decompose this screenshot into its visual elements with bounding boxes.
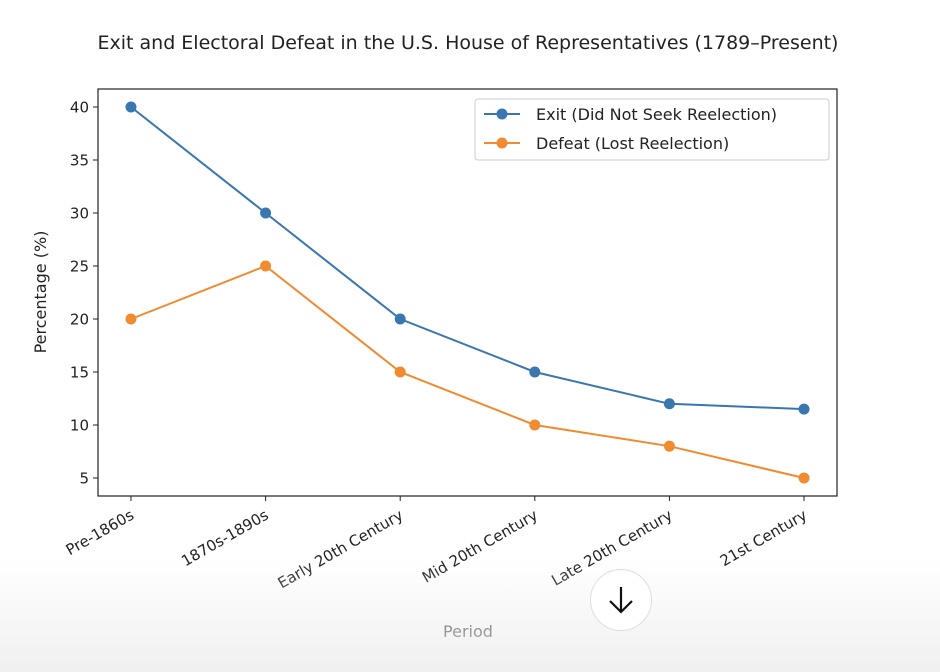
x-tick-label: Pre-1860s — [63, 506, 137, 559]
y-axis-label: Percentage (%) — [31, 231, 50, 354]
data-point — [798, 403, 810, 415]
y-tick-label: 30 — [70, 205, 89, 223]
y-tick-label: 40 — [70, 99, 89, 117]
legend-label: Exit (Did Not Seek Reelection) — [536, 105, 777, 124]
x-tick-label: 21st Century — [717, 506, 810, 570]
data-point — [260, 207, 272, 219]
legend-box — [474, 98, 830, 161]
legend: Exit (Did Not Seek Reelection) Defeat (Lo… — [474, 98, 830, 161]
data-point — [394, 313, 406, 325]
data-point — [798, 472, 810, 484]
legend-marker — [496, 137, 508, 149]
data-point — [529, 419, 541, 431]
chart-title: Exit and Electoral Defeat in the U.S. Ho… — [98, 32, 839, 54]
scroll-down-button[interactable] — [590, 569, 652, 631]
legend-label: Defeat (Lost Reelection) — [536, 134, 729, 153]
x-tick-label: Early 20th Century — [275, 506, 407, 592]
data-point — [125, 101, 137, 113]
data-point — [260, 260, 272, 272]
x-axis-label: Period — [443, 622, 493, 641]
y-tick-label: 10 — [70, 416, 89, 434]
y-tick-label: 25 — [70, 258, 89, 276]
data-point — [125, 313, 137, 325]
y-tick-label: 20 — [70, 310, 89, 328]
series-line — [130, 264, 805, 479]
data-point — [529, 366, 541, 378]
series-line — [130, 106, 805, 411]
x-tick-label: 1870s-1890s — [178, 506, 272, 570]
x-tick-label: Mid 20th Century — [419, 506, 541, 587]
legend-marker — [496, 108, 508, 120]
y-tick-label: 5 — [79, 469, 89, 487]
plot-area — [97, 88, 838, 497]
y-tick-label: 15 — [70, 363, 89, 381]
y-tick-label: 35 — [70, 152, 89, 170]
data-point — [663, 440, 675, 452]
arrow-down-icon — [609, 587, 633, 614]
data-point — [663, 398, 675, 410]
data-point — [394, 366, 406, 378]
